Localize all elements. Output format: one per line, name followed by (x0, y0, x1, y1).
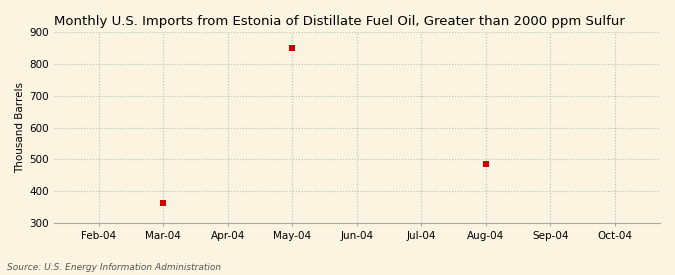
Text: Source: U.S. Energy Information Administration: Source: U.S. Energy Information Administ… (7, 263, 221, 272)
Text: Monthly U.S. Imports from Estonia of Distillate Fuel Oil, Greater than 2000 ppm : Monthly U.S. Imports from Estonia of Dis… (53, 15, 624, 28)
Y-axis label: Thousand Barrels: Thousand Barrels (15, 82, 25, 173)
